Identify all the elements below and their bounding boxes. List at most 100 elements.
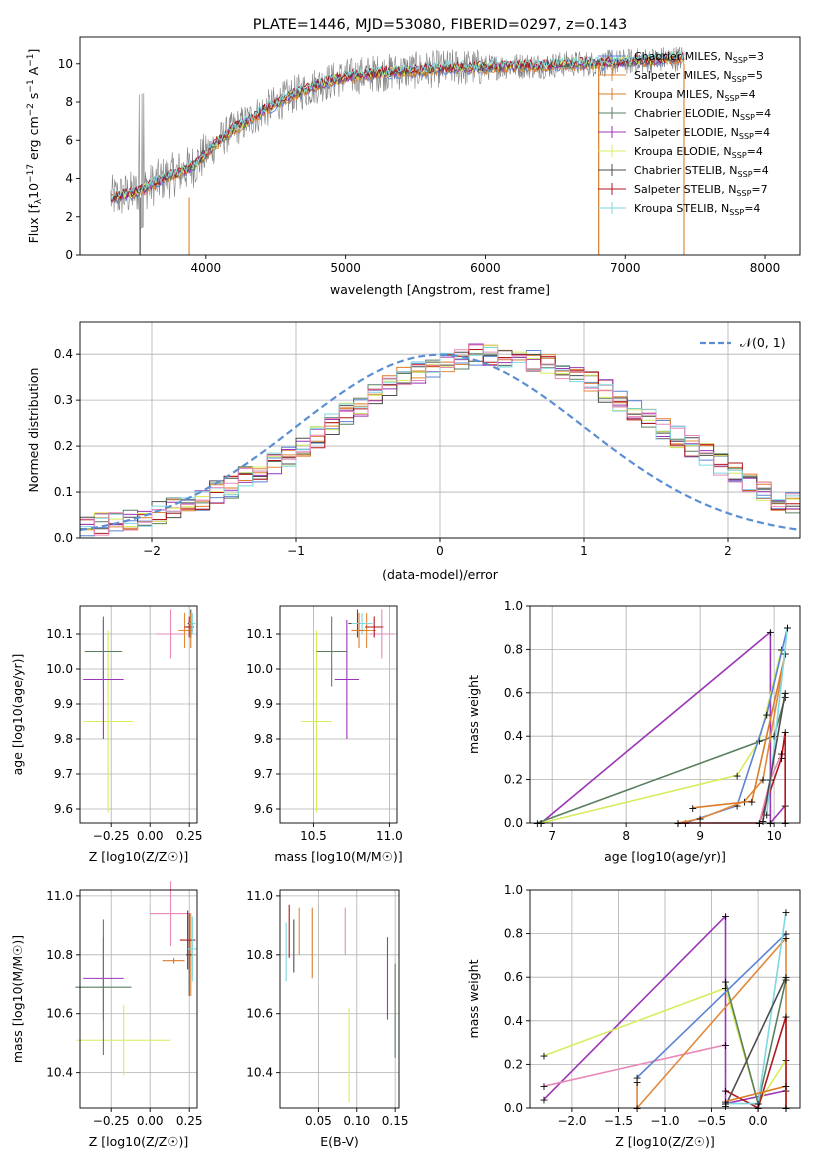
weight-line bbox=[636, 933, 787, 1079]
mass-vs-extinction-panel: 0.05 0.10 0.15 10.4 10.6 10.8 11.0 E(B-V) bbox=[246, 889, 408, 1149]
weight-marker: + bbox=[721, 982, 730, 995]
xtick-label: 0.15 bbox=[382, 1114, 409, 1128]
legend-label: Salpeter ELODIE, NSSP=4 bbox=[634, 126, 770, 141]
residual-ytick-label: 0.1 bbox=[54, 485, 73, 499]
weight-marker: + bbox=[721, 976, 730, 989]
weight-marker: + bbox=[733, 769, 742, 782]
ytick-label: 0.4 bbox=[504, 1014, 523, 1028]
ytick-label: 0.8 bbox=[504, 927, 523, 941]
weight-line bbox=[725, 911, 787, 1105]
ytick-label: 0.8 bbox=[504, 642, 523, 656]
weight-marker: + bbox=[632, 1071, 641, 1084]
axis-xlabel: Z [log10(Z/Z☉)] bbox=[89, 1134, 189, 1149]
ytick-label: 10.1 bbox=[246, 627, 273, 641]
xtick-label: 0.25 bbox=[176, 1114, 203, 1128]
weight-marker: + bbox=[721, 1039, 730, 1052]
weight-marker: + bbox=[721, 1100, 730, 1113]
xtick-label: −2.0 bbox=[557, 1114, 586, 1128]
weight-marker: + bbox=[770, 730, 779, 743]
xtick-label: −1.0 bbox=[650, 1114, 679, 1128]
xtick-label: 0.00 bbox=[137, 829, 164, 843]
ytick-label: 11.0 bbox=[246, 889, 273, 903]
ytick-label: 10.4 bbox=[246, 1066, 273, 1080]
weight-marker: + bbox=[539, 1093, 548, 1106]
residual-xtick-label: 2 bbox=[724, 544, 732, 558]
spectrum-lines bbox=[110, 46, 685, 255]
ytick-label: 10.1 bbox=[46, 627, 73, 641]
spectrum-title: PLATE=1446, MJD=53080, FIBERID=0297, z=0… bbox=[253, 17, 627, 33]
weight-line bbox=[543, 1044, 726, 1087]
weight-marker: + bbox=[781, 973, 790, 986]
weight-marker: + bbox=[533, 817, 542, 830]
spectrum-ytick-label: 10 bbox=[58, 57, 73, 71]
weight-vs-metallicity-panel: −2.0 −1.5 −1.0 −0.5 0.0 0.0 0.2 0.4 0.6 0.8 1.0 Z [… bbox=[466, 883, 801, 1149]
weight-marker: + bbox=[762, 808, 771, 821]
weight-marker: + bbox=[632, 1102, 641, 1115]
weight-marker: + bbox=[753, 1102, 762, 1115]
weight-marker: + bbox=[781, 928, 790, 941]
axis-ylabel: mass weight bbox=[466, 675, 481, 754]
weight-marker: + bbox=[758, 815, 767, 828]
normal-curve bbox=[79, 353, 801, 531]
weight-line bbox=[725, 1016, 787, 1110]
weight-marker: + bbox=[721, 910, 730, 923]
weight-marker: + bbox=[632, 1076, 641, 1089]
panel-frame bbox=[529, 605, 801, 824]
spectrum-panel: PLATE=1446, MJD=53080, FIBERID=0297, z=0… bbox=[26, 17, 801, 297]
ytick-label: 0.2 bbox=[504, 773, 523, 787]
legend-label: Kroupa STELIB, NSSP=4 bbox=[634, 202, 760, 217]
ytick-label: 1.0 bbox=[504, 883, 523, 897]
spectrum-ylabel: Flux [fλ10−17 erg cm−2 s−1 A−1] bbox=[26, 49, 44, 244]
ytick-label: 0.0 bbox=[504, 816, 523, 830]
ytick-label: 10.0 bbox=[246, 662, 273, 676]
weight-marker: + bbox=[781, 687, 790, 700]
residual-histogram bbox=[80, 344, 800, 536]
ytick-label: 11.0 bbox=[46, 889, 73, 903]
axis-xlabel: Z [log10(Z/Z☉)] bbox=[89, 849, 189, 864]
xtick-label: 10.5 bbox=[300, 829, 327, 843]
spectrum-frame bbox=[79, 36, 801, 256]
weight-marker: + bbox=[755, 735, 764, 748]
weight-marker: + bbox=[721, 1085, 730, 1098]
xtick-label: −0.25 bbox=[93, 829, 130, 843]
weight-marker: + bbox=[766, 817, 775, 830]
panel-frame bbox=[79, 605, 198, 824]
weight-marker: + bbox=[755, 817, 764, 830]
legend-label: Chabrier STELIB, NSSP=4 bbox=[634, 164, 769, 179]
panel-frame bbox=[529, 889, 801, 1109]
xtick-label: 7 bbox=[548, 829, 556, 843]
spectrum-data-line bbox=[110, 46, 685, 229]
mass-vs-metallicity-panel: −0.25 0.00 0.25 10.4 10.6 10.8 11.0 Z [log10(Z/… bbox=[10, 881, 203, 1149]
residual-xtick-label: −2 bbox=[143, 544, 161, 558]
weight-marker: + bbox=[688, 802, 697, 815]
xtick-label: 11.0 bbox=[376, 829, 403, 843]
xtick-label: 0.0 bbox=[749, 1114, 768, 1128]
weight-marker: + bbox=[781, 726, 790, 739]
spectrum-xtick-label: 8000 bbox=[750, 261, 781, 275]
weight-marker: + bbox=[721, 1095, 730, 1108]
age-vs-mass-panel: 10.5 11.0 9.6 9.7 9.8 9.9 10.0 10.1 mass [log10(… bbox=[246, 605, 403, 864]
spectrum-ticks: 4000 5000 6000 7000 8000 0 2 4 6 8 10 bbox=[58, 57, 781, 275]
weight-marker: + bbox=[539, 1080, 548, 1093]
ytick-label: 0.6 bbox=[504, 970, 523, 984]
weight-line bbox=[540, 649, 783, 824]
normal-legend-label: 𝒩(0, 1) bbox=[740, 335, 786, 350]
weight-line bbox=[762, 692, 786, 821]
legend-label: Kroupa MILES, NSSP=4 bbox=[634, 88, 756, 103]
residual-ytick-label: 0.4 bbox=[54, 347, 73, 361]
ytick-label: 9.9 bbox=[254, 697, 273, 711]
ytick-label: 10.0 bbox=[46, 662, 73, 676]
weight-marker: + bbox=[777, 752, 786, 765]
axis-xlabel: E(B-V) bbox=[320, 1134, 359, 1149]
xtick-label: −1.5 bbox=[604, 1114, 633, 1128]
ytick-label: 10.4 bbox=[46, 1066, 73, 1080]
weight-vs-age-panel: 7 8 9 10 0.0 0.2 0.4 0.6 0.8 1.0 age [log10(age/yr… bbox=[466, 599, 801, 864]
weight-marker: + bbox=[781, 817, 790, 830]
spectrum-ytick-label: 2 bbox=[65, 210, 73, 224]
residual-frame bbox=[79, 321, 801, 539]
residual-histogram bbox=[80, 347, 800, 528]
age-vs-metallicity-panel: −0.25 0.00 0.25 9.6 9.7 9.8 9.9 10.0 10.1 Z [log1… bbox=[10, 605, 203, 864]
weight-marker: + bbox=[755, 817, 764, 830]
weight-marker: + bbox=[536, 817, 545, 830]
